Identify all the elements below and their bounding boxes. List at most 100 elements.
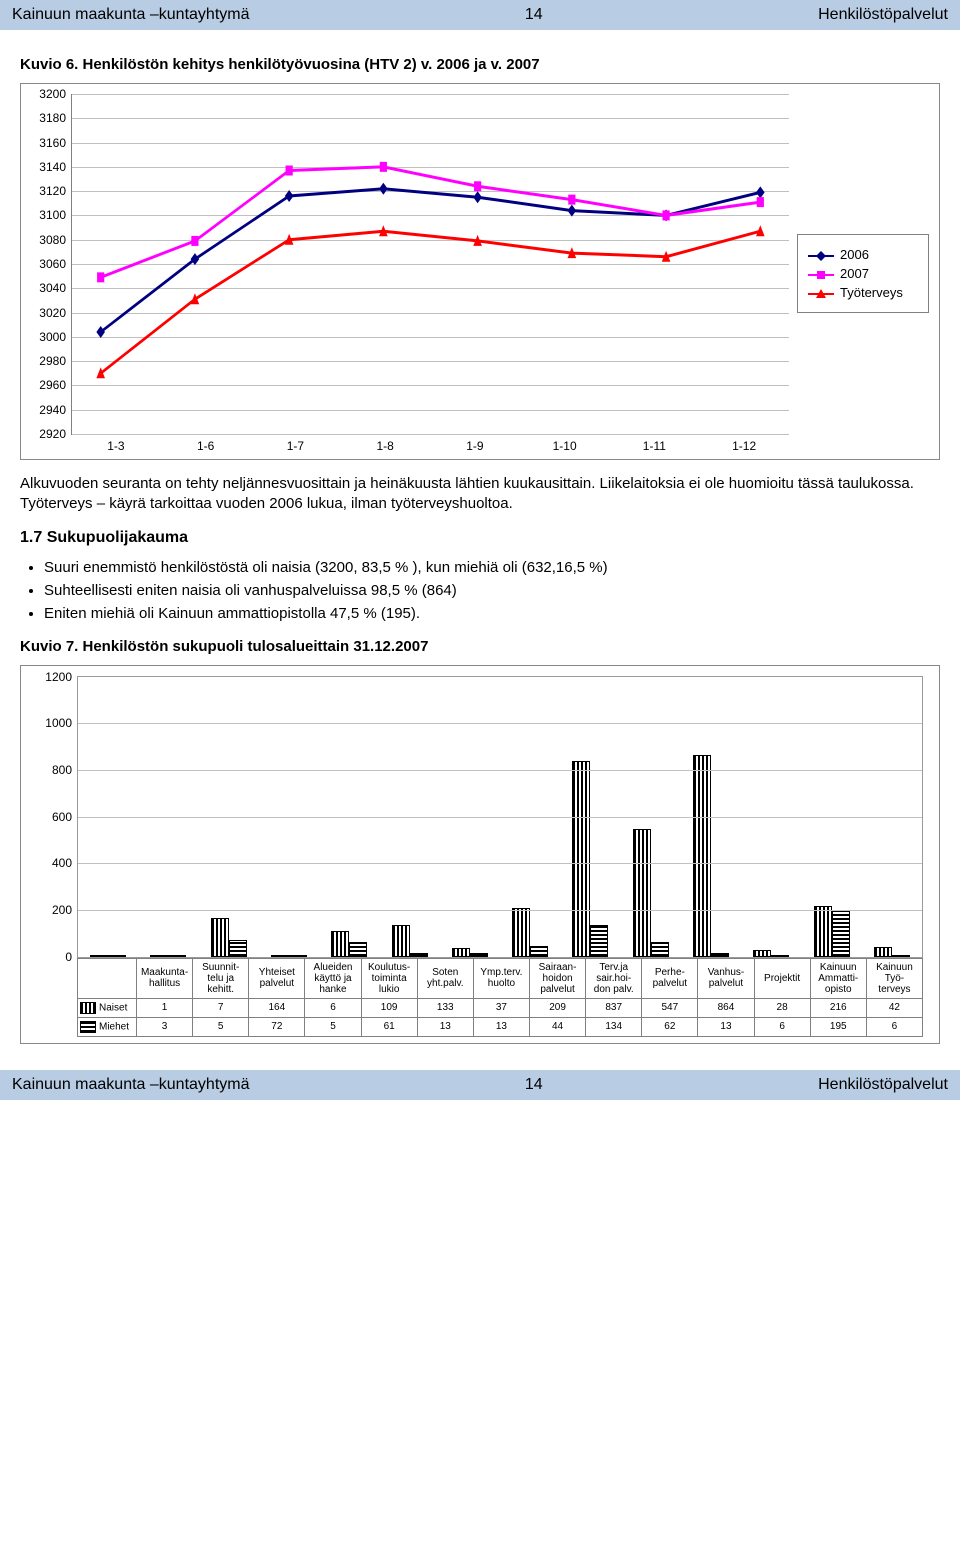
series-label: Naiset: [99, 1002, 127, 1013]
header-center: 14: [525, 6, 543, 24]
table-cell: 195: [810, 1017, 866, 1036]
line-ytick: 3200: [32, 87, 66, 101]
line-ytick: 3100: [32, 208, 66, 222]
line-xtick: 1-9: [430, 435, 520, 453]
bar-naiset: [633, 829, 651, 957]
bar-miehet: [289, 955, 307, 957]
bar-miehet: [108, 955, 126, 957]
bar-category-header: Kainuun Työ-terveys: [866, 958, 922, 998]
figure-7-caption: Kuvio 7. Henkilöstön sukupuoli tulosalue…: [20, 638, 940, 655]
table-cell: 109: [361, 998, 417, 1017]
bar-category-header: Terv.ja sair.hoi-don palv.: [586, 958, 642, 998]
bullets-list: Suuri enemmistö henkilöstöstä oli naisia…: [44, 557, 940, 624]
table-cell: 134: [586, 1017, 642, 1036]
table-cell: 5: [305, 1017, 361, 1036]
swatch-miehet-icon: [80, 1021, 96, 1033]
bullet-item: Eniten miehiä oli Kainuun ammattiopistol…: [44, 603, 940, 624]
line-chart-legend: 2006 2007 Työterveys: [797, 234, 929, 313]
bar-naiset: [814, 906, 832, 956]
table-cell: 864: [698, 998, 754, 1017]
line-xtick: 1-7: [251, 435, 341, 453]
bar-plot: 020040060080010001200: [77, 676, 923, 958]
bar-category-header: Yhteiset palvelut: [249, 958, 305, 998]
bar-naiset: [271, 955, 289, 957]
legend-label: 2006: [840, 247, 869, 262]
header-left: Kainuun maakunta –kuntayhtymä: [12, 6, 249, 24]
bar-naiset: [331, 931, 349, 956]
table-cell: 547: [642, 998, 698, 1017]
bar-data-table: Maakunta-hallitusSuunnit-telu ja kehitt.…: [77, 958, 923, 1037]
bar-naiset: [572, 761, 590, 956]
bar-category-header: Suunnit-telu ja kehitt.: [193, 958, 249, 998]
bar-ytick: 400: [36, 856, 72, 870]
bar-miehet: [530, 946, 548, 956]
table-cell: 209: [529, 998, 585, 1017]
page-content: Kuvio 6. Henkilöstön kehitys henkilötyöv…: [0, 30, 960, 1070]
table-cell: 62: [642, 1017, 698, 1036]
line-ytick: 3040: [32, 281, 66, 295]
footer-right: Henkilöstöpalvelut: [818, 1076, 948, 1094]
bar-naiset: [392, 925, 410, 956]
table-cell: 6: [305, 998, 361, 1017]
line-ytick: 2940: [32, 403, 66, 417]
table-cell: 13: [473, 1017, 529, 1036]
line-ytick: 2920: [32, 427, 66, 441]
legend-label: 2007: [840, 266, 869, 281]
bar-ytick: 200: [36, 903, 72, 917]
bar-naiset: [90, 955, 108, 957]
bullet-item: Suuri enemmistö henkilöstöstä oli naisia…: [44, 557, 940, 578]
footer-left: Kainuun maakunta –kuntayhtymä: [12, 1076, 249, 1094]
bar-miehet: [832, 911, 850, 957]
line-xtick: 1-12: [699, 435, 789, 453]
table-cell: 13: [417, 1017, 473, 1036]
bar-miehet: [349, 942, 367, 956]
footer-center: 14: [525, 1076, 543, 1094]
bar-ytick: 1000: [36, 716, 72, 730]
bar-miehet: [229, 940, 247, 957]
legend-item: 2007: [808, 266, 918, 281]
table-cell: 42: [866, 998, 922, 1017]
bar-naiset: [452, 948, 470, 957]
bar-naiset: [753, 950, 771, 957]
bar-miehet: [892, 955, 910, 957]
bullet-item: Suhteellisesti eniten naisia oli vanhusp…: [44, 580, 940, 601]
table-cell: 216: [810, 998, 866, 1017]
bar-category-header: Vanhus-palvelut: [698, 958, 754, 998]
bar-miehet: [651, 942, 669, 956]
bar-category-header: Ymp.terv. huolto: [473, 958, 529, 998]
bar-miehet: [410, 953, 428, 956]
table-cell: 164: [249, 998, 305, 1017]
line-ytick: 3000: [32, 330, 66, 344]
bar-category-header: Alueiden käyttö ja hanke: [305, 958, 361, 998]
table-cell: 44: [529, 1017, 585, 1036]
bar-naiset: [150, 955, 168, 957]
bar-ytick: 600: [36, 810, 72, 824]
table-cell: 28: [754, 998, 810, 1017]
table-cell: 6: [754, 1017, 810, 1036]
page-footer: Kainuun maakunta –kuntayhtymä 14 Henkilö…: [0, 1070, 960, 1100]
table-cell: 13: [698, 1017, 754, 1036]
line-ytick: 3160: [32, 136, 66, 150]
bar-category-header: Kainuun Ammatti-opisto: [810, 958, 866, 998]
paragraph-1: Alkuvuoden seuranta on tehty neljännesvu…: [20, 474, 940, 515]
line-chart-box: 2920294029602980300030203040306030803100…: [20, 83, 940, 460]
line-xtick: 1-6: [161, 435, 251, 453]
table-cell: 133: [417, 998, 473, 1017]
line-xtick: 1-11: [610, 435, 700, 453]
table-cell: 37: [473, 998, 529, 1017]
line-ytick: 3120: [32, 184, 66, 198]
bar-ytick: 800: [36, 763, 72, 777]
page-header: Kainuun maakunta –kuntayhtymä 14 Henkilö…: [0, 0, 960, 30]
line-ytick: 3140: [32, 160, 66, 174]
line-ytick: 3020: [32, 306, 66, 320]
table-cell: 1: [137, 998, 193, 1017]
line-ytick: 3080: [32, 233, 66, 247]
legend-item: 2006: [808, 247, 918, 262]
line-xtick: 1-8: [340, 435, 430, 453]
bar-naiset: [693, 755, 711, 957]
bar-naiset: [211, 918, 229, 956]
swatch-naiset-icon: [80, 1002, 96, 1014]
legend-item: Työterveys: [808, 285, 918, 300]
bar-category-header: Projektit: [754, 958, 810, 998]
bar-naiset: [512, 908, 530, 957]
